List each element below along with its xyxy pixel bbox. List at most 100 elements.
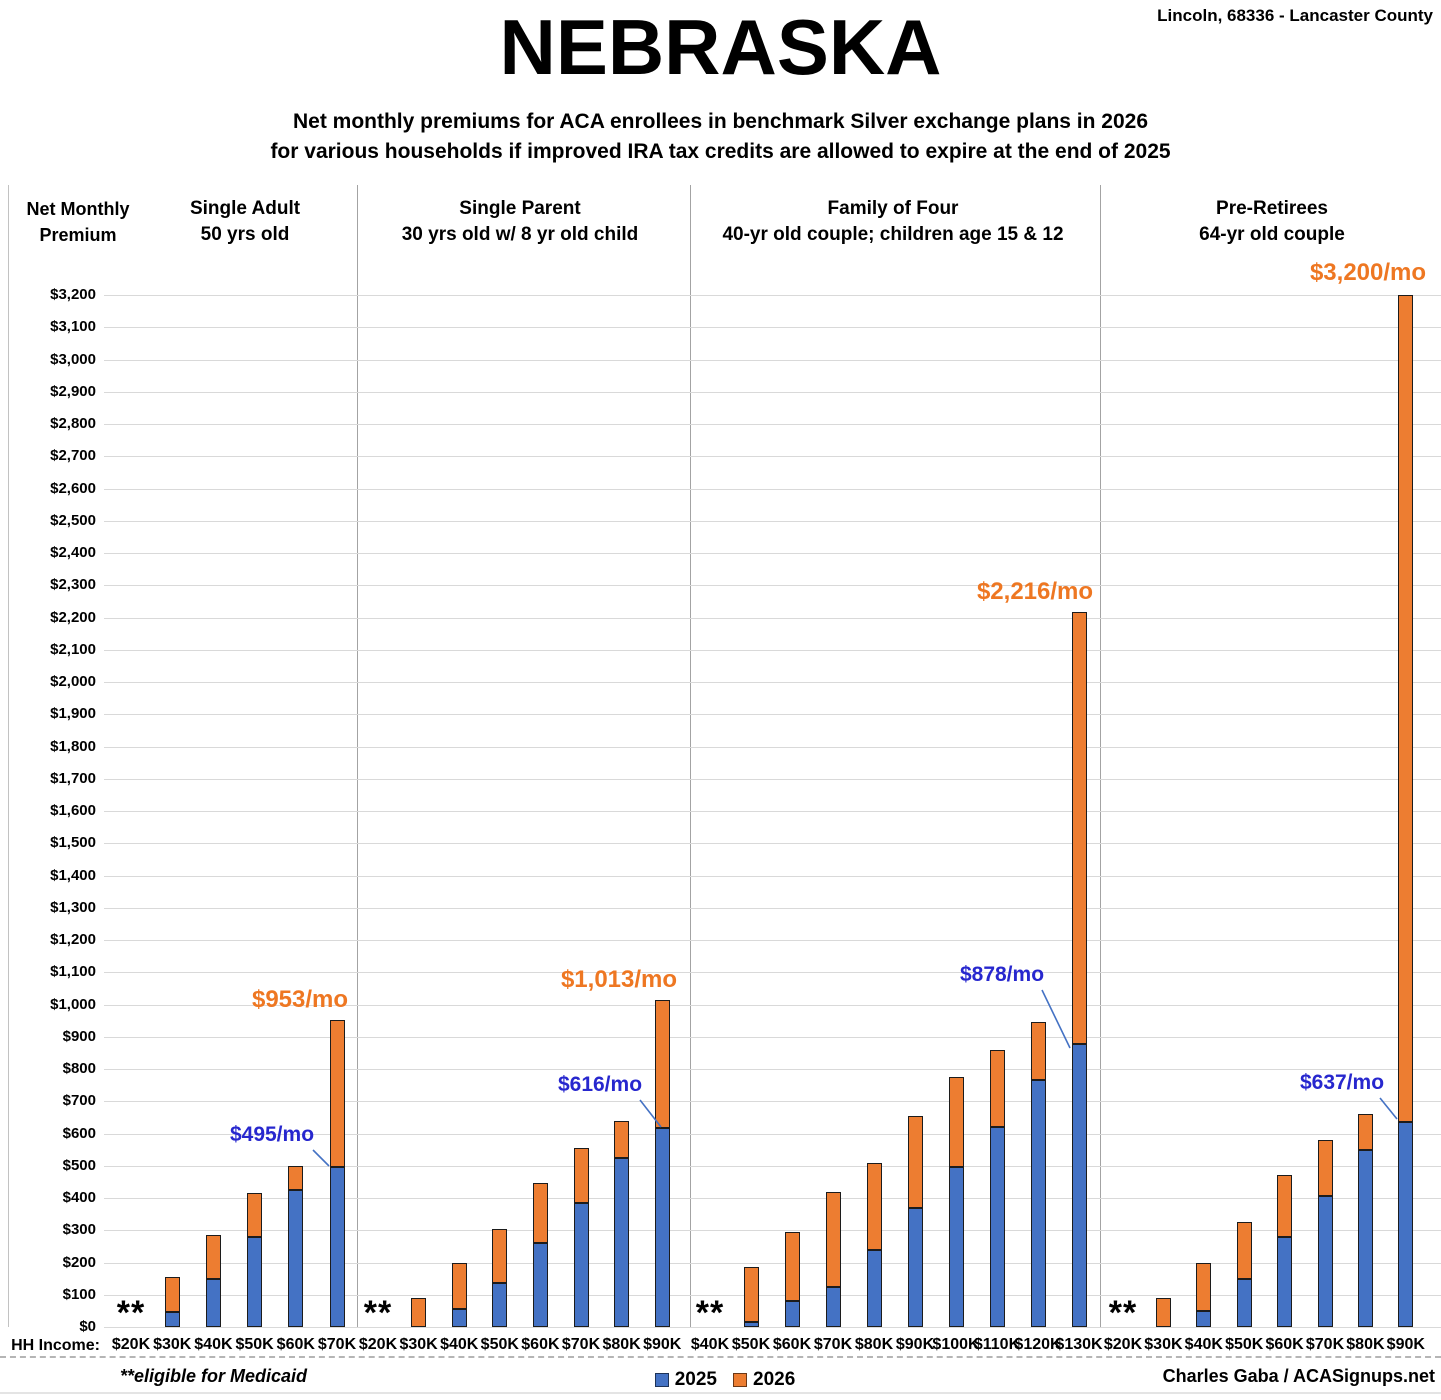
gridline	[104, 682, 1441, 683]
bar-segment-2026	[989, 1049, 1005, 1128]
y-tick-label: $600	[62, 1124, 96, 1142]
y-tick-label: $2,600	[50, 479, 96, 497]
x-tick-label: $50K	[731, 1336, 771, 1353]
location-label: Lincoln, 68336 - Lancaster County	[1157, 6, 1433, 25]
gridline	[104, 1230, 1441, 1232]
bar-segment-2025	[1071, 1043, 1087, 1327]
bar-segment-2025	[784, 1301, 800, 1327]
gridline	[104, 649, 1441, 651]
y-tick-label: $1,200	[50, 931, 96, 948]
leader-line	[312, 1149, 330, 1167]
bar-segment-2026	[451, 1262, 467, 1310]
y-tick-label: $1,400	[50, 866, 96, 884]
bar-segment-2025	[866, 1249, 882, 1327]
bar-segment-2026	[1071, 612, 1087, 1044]
x-tick-label: $70K	[561, 1336, 601, 1353]
y-axis-header: Net Monthly Premium	[8, 196, 148, 248]
gridline	[104, 488, 1441, 490]
y-tick-label: $2,100	[50, 640, 96, 658]
bar-segment-2025	[451, 1309, 467, 1327]
bar-segment-2026	[205, 1235, 221, 1279]
y-tick-label: $700	[62, 1092, 96, 1110]
panel-title-pre-retirees: Pre-Retirees 64-yr old couple	[1199, 198, 1345, 245]
bar-annotation: $616/mo	[557, 1073, 643, 1096]
x-tick-label: $80K	[1346, 1336, 1385, 1353]
bar-annotation: $878/mo	[959, 963, 1045, 986]
y-tick-label: $200	[62, 1253, 96, 1271]
x-tick-label: $90K	[1386, 1336, 1425, 1353]
y-tick-label: $1,600	[50, 802, 96, 819]
bar-segment-2026	[866, 1162, 882, 1250]
y-tick-label: $1,700	[50, 769, 96, 787]
gridline	[104, 617, 1441, 619]
y-tick-label: $1,300	[50, 898, 96, 916]
hh-income-axis-label: HH Income:	[11, 1337, 100, 1354]
gridline	[104, 714, 1441, 716]
bar-segment-2025	[1030, 1080, 1046, 1327]
gridline	[104, 907, 1441, 909]
bar-segment-2025	[1357, 1149, 1373, 1327]
bottom-rule	[0, 1392, 1441, 1394]
bar-segment-2026	[1398, 295, 1414, 1122]
x-tick-label: $100K	[932, 1336, 980, 1353]
bar-annotation: $1,013/mo	[560, 966, 678, 993]
bar-segment-2025	[743, 1322, 759, 1327]
gridline	[104, 1101, 1441, 1103]
x-tick-label: $30K	[153, 1336, 192, 1353]
gridline	[104, 972, 1441, 974]
y-tick-label: $3,100	[50, 318, 96, 336]
page-title: NEBRASKA	[499, 3, 942, 91]
legend-label-2025: 2025	[674, 1369, 717, 1390]
bar-segment-2025	[164, 1312, 180, 1327]
x-tick-label: $30K	[1144, 1336, 1183, 1353]
bar-segment-2026	[329, 1019, 345, 1168]
bar-segment-2025	[614, 1157, 630, 1327]
bar-segment-2026	[1196, 1262, 1212, 1311]
chart-legend: 2025 2026	[630, 1369, 820, 1391]
gridline	[104, 1327, 1441, 1328]
y-tick-label: $0	[79, 1318, 96, 1335]
y-tick-label: $400	[62, 1189, 96, 1206]
bar-segment-2025	[948, 1167, 964, 1327]
gridline	[104, 424, 1441, 425]
gridline	[104, 1262, 1441, 1264]
legend-item-2026: 2026	[733, 1369, 795, 1391]
panel-title-family-of-four: Family of Four 40-yr old couple; childre…	[722, 198, 1064, 245]
y-tick-label: $1,800	[50, 737, 96, 755]
legend-swatch-2025	[654, 1373, 669, 1387]
bar-segment-2026	[532, 1183, 548, 1244]
x-tick-label: $50K	[480, 1336, 519, 1353]
x-tick-label: $20K	[111, 1336, 151, 1353]
bar-segment-2026	[907, 1115, 923, 1208]
bar-annotation: $2,216/mo	[976, 578, 1094, 605]
gridline	[104, 295, 1441, 296]
y-tick-label: $900	[62, 1027, 96, 1045]
bar-segment-2026	[573, 1148, 589, 1203]
x-tick-label: $120K	[1014, 1336, 1062, 1353]
y-tick-label: $2,400	[50, 544, 96, 561]
bar-segment-2026	[743, 1267, 759, 1323]
y-tick-label: $1,500	[50, 834, 96, 852]
legend-label-2026: 2026	[753, 1369, 796, 1390]
bar-segment-2026	[411, 1297, 427, 1327]
bar-segment-2026	[825, 1191, 841, 1287]
plot-left-edge	[8, 185, 9, 1327]
y-tick-label: $500	[62, 1156, 96, 1174]
x-tick-label: $70K	[1305, 1336, 1345, 1353]
x-tick-label: $80K	[854, 1336, 894, 1353]
medicaid-footnote: **eligible for Medicaid	[120, 1366, 308, 1386]
x-tick-label: $60K	[276, 1336, 315, 1353]
gridline	[104, 811, 1441, 812]
x-tick-label: $20K	[358, 1336, 398, 1353]
panel-title-single-adult: Single Adult 50 yrs old	[189, 198, 301, 245]
bar-segment-2025	[492, 1283, 508, 1327]
y-tick-label: $300	[62, 1221, 96, 1239]
y-tick-label: $3,000	[50, 350, 96, 368]
x-tick-label: $50K	[1225, 1336, 1264, 1353]
bar-segment-2025	[532, 1243, 548, 1327]
bar-segment-2025	[247, 1236, 263, 1327]
y-tick-label: $2,000	[50, 673, 96, 690]
gridline	[104, 520, 1441, 522]
gridline	[104, 327, 1441, 329]
